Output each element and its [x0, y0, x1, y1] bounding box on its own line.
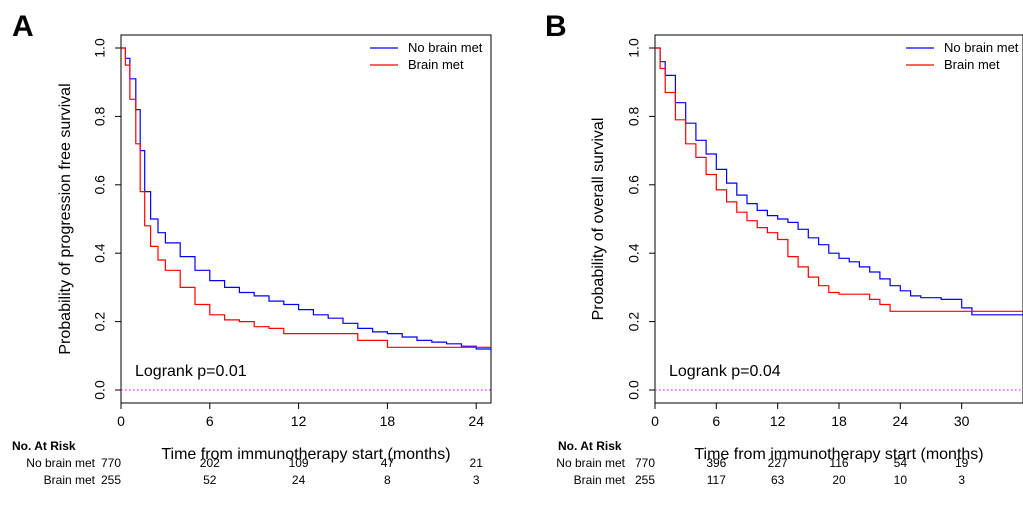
- at-risk-row-label: No brain met: [26, 456, 95, 470]
- at-risk-count: 255: [635, 473, 655, 487]
- x-axis-title: Time from immunotherapy start (months): [694, 446, 983, 463]
- y-tick-label: 0.6: [92, 175, 108, 195]
- y-tick-label: 0.4: [92, 243, 108, 263]
- series-brain-met: [655, 47, 1023, 312]
- at-risk-row-label: Brain met: [574, 473, 626, 487]
- at-risk-count: 24: [292, 473, 306, 487]
- at-risk-count: 3: [958, 473, 965, 487]
- at-risk-count: 10: [894, 473, 908, 487]
- at-risk-count: 116: [829, 456, 848, 470]
- at-risk-row-label: Brain met: [44, 473, 96, 487]
- y-tick-label: 1.0: [92, 38, 108, 58]
- at-risk-count: 20: [832, 473, 846, 487]
- at-risk-row-label: No brain met: [556, 456, 625, 470]
- y-tick-label: 0.0: [626, 380, 642, 400]
- legend-label: No brain met: [944, 40, 1019, 55]
- at-risk-count: 54: [894, 456, 908, 470]
- plot-frame: [654, 34, 1023, 404]
- survival-curve: [121, 47, 492, 354]
- at-risk-count: 117: [707, 473, 726, 487]
- at-risk-count: 770: [101, 456, 121, 470]
- x-tick-label: 30: [954, 413, 970, 429]
- at-risk-count: 109: [289, 456, 309, 470]
- y-tick-label: 0.6: [626, 175, 642, 195]
- at-risk-count: 396: [706, 456, 726, 470]
- x-tick-label: 24: [468, 413, 484, 429]
- at-risk-count: 21: [470, 456, 484, 470]
- at-risk-heading: No. At Risk: [558, 439, 622, 453]
- x-tick-label: 18: [380, 413, 396, 429]
- panel-letter: A: [12, 10, 34, 43]
- x-tick-label: 6: [206, 413, 214, 429]
- y-tick-label: 0.4: [626, 243, 642, 263]
- at-risk-count: 47: [381, 456, 395, 470]
- at-risk-count: 227: [768, 456, 788, 470]
- x-tick-label: 18: [831, 413, 847, 429]
- x-tick-label: 12: [291, 413, 307, 429]
- at-risk-count: 255: [101, 473, 121, 487]
- survival-curve: [121, 47, 491, 348]
- series-no-brain-met: [121, 47, 492, 354]
- x-axis-title: Time from immunotherapy start (months): [161, 446, 450, 463]
- series-brain-met: [121, 47, 491, 348]
- y-tick-label: 0.2: [92, 312, 108, 332]
- panel-b: B 0.0 0.2 0.4 0.6 0.8 1.0 0 6 12 18 24 30 Time from i…: [545, 10, 1023, 487]
- survival-curve: [655, 47, 1023, 312]
- survival-curve: [655, 47, 1023, 316]
- y-tick-label: 0.8: [92, 106, 108, 126]
- plot-frame: [120, 34, 492, 404]
- x-tick-label: 24: [893, 413, 909, 429]
- at-risk-count: 63: [771, 473, 785, 487]
- logrank-annotation: Logrank p=0.01: [135, 363, 247, 380]
- x-tick-label: 6: [712, 413, 720, 429]
- y-tick-label: 0.0: [92, 380, 108, 400]
- legend-label: Brain met: [944, 57, 1000, 72]
- logrank-annotation: Logrank p=0.04: [669, 363, 781, 380]
- y-axis-title: Probability of progression free survival: [57, 83, 74, 354]
- x-tick-label: 0: [651, 413, 659, 429]
- y-tick-label: 0.2: [626, 312, 642, 332]
- y-tick-label: 0.8: [626, 106, 642, 126]
- series-no-brain-met: [655, 47, 1023, 316]
- at-risk-count: 202: [200, 456, 220, 470]
- legend-label: Brain met: [408, 57, 464, 72]
- legend-label: No brain met: [408, 40, 483, 55]
- x-tick-label: 0: [117, 413, 125, 429]
- y-tick-label: 1.0: [626, 38, 642, 58]
- x-tick-label: 12: [770, 413, 786, 429]
- at-risk-heading: No. At Risk: [12, 439, 76, 453]
- at-risk-count: 8: [384, 473, 391, 487]
- panel-letter: B: [545, 10, 567, 43]
- panel-a: A 0.0 0.2 0.4 0.6 0.8 1.0 0 6 12 18 24 Time from imm…: [12, 10, 492, 487]
- at-risk-count: 52: [203, 473, 217, 487]
- at-risk-count: 19: [955, 456, 969, 470]
- y-axis-title: Probability of overall survival: [590, 118, 607, 321]
- at-risk-count: 3: [473, 473, 480, 487]
- at-risk-count: 770: [635, 456, 655, 470]
